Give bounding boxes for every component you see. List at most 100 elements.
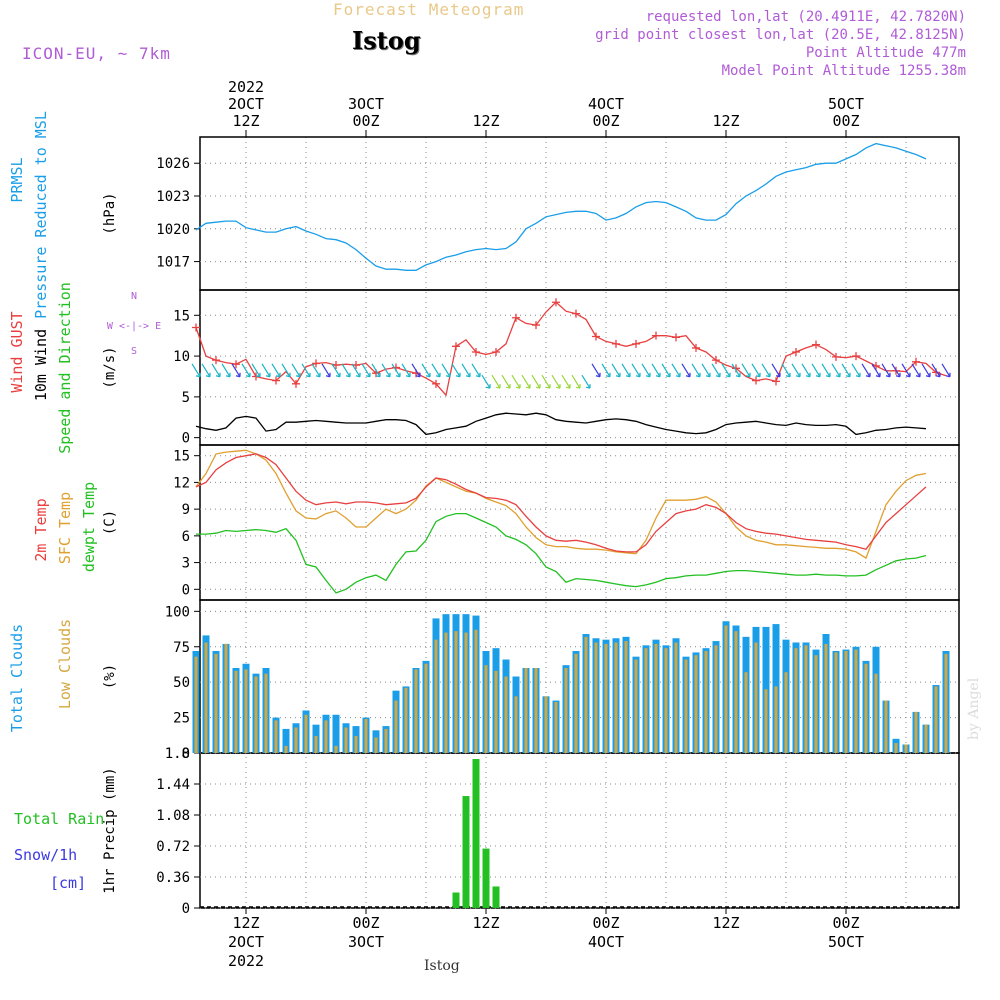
footer-location: Istog [424,958,460,974]
top-time-label-hour: 12Z [472,112,499,130]
low-cloud-bar [824,643,828,753]
model-label: ICON-EU, ~ 7km [22,44,171,63]
compass-north: N [131,291,137,302]
wind-direction-arrow [211,363,221,378]
rain-bar [472,759,480,908]
low-cloud-bar [454,631,458,753]
precip-y-tick-label: 0.36 [156,870,190,886]
low-cloud-bar [894,743,898,753]
model-altitude: Model Point Altitude 1255.38m [721,63,966,79]
requested-location: requested lon,lat (20.4911E, 42.7820N) [645,9,966,25]
clouds-y-tick-label: 0 [182,746,190,762]
low-cloud-bar [924,724,928,753]
wind-direction-arrow [601,363,611,378]
low-cloud-bar [304,714,308,753]
wind-direction-arrow [451,363,461,378]
wind-direction-arrow [441,363,451,378]
pressure-label-msl: Pressure Reduced to MSL [32,111,50,319]
low-cloud-bar [664,648,668,753]
low-cloud-bar [784,672,788,753]
wind-gust-marker [692,343,700,352]
low-cloud-bar [564,668,568,753]
wind-gust-marker [432,379,440,388]
wind-direction-arrow [541,374,551,389]
low-cloud-bar [624,641,628,753]
temperature-y-tick-label: 9 [182,502,190,518]
wind-direction-arrow [561,374,571,389]
wind-gust-marker [292,379,300,388]
pressure-line [195,142,927,271]
wind-direction-arrow [751,363,761,378]
low-cloud-bar [604,643,608,753]
low-cloud-bar [814,655,818,753]
wind-direction-arrow [741,363,751,378]
low-cloud-bar [514,696,518,753]
total-rain-label: Total Rain [14,810,104,828]
wind-direction-arrow [941,363,951,378]
low-cloud-bar [234,670,238,753]
low-cloud-bar [884,700,888,753]
snow-unit-label: [cm] [50,874,86,892]
wind-direction-arrow [721,363,731,378]
wind-direction-arrow [281,363,291,378]
pressure-y-tick-label: 1026 [156,156,190,172]
pressure-y-tick-label: 1023 [156,189,190,205]
wind-gust-line [195,301,947,397]
low-cloud-bar [494,670,498,753]
wind-direction-arrow [271,363,281,378]
wind-direction-arrow [241,363,251,378]
wind-direction-arrow [221,363,231,378]
wind-direction-arrow [631,363,641,378]
low-cloud-bar [364,719,368,753]
wind-direction-arrow [641,363,651,378]
wind-direction-arrow [661,363,671,378]
wind-gust-marker [832,352,840,361]
wind-gust-marker [752,376,760,385]
wind-direction-arrow [321,363,331,378]
wind-direction-arrow [191,363,201,378]
2m-temp-line [195,453,927,553]
wind-gust-marker [492,348,500,356]
low-cloud-bar [764,689,768,753]
precip-y-tick-label: 0.72 [156,839,190,855]
bottom-time-label-date: 4OCT [588,933,624,951]
wind-direction-arrow [491,374,501,389]
wind-direction-arrow [431,363,441,378]
total-cloud-bar [282,728,290,753]
bottom-time-label-hour: 00Z [832,914,859,932]
low-cloud-bar [404,687,408,753]
low-cloud-bar [864,663,868,753]
bottom-time-label-date: 2OCT [228,933,264,951]
top-time-label-date: 5OCT [828,95,864,113]
temperature-y-tick-label: 15 [173,449,190,465]
wind-direction-arrow [511,374,521,389]
wind-gust-marker [232,360,240,369]
wind-speed-line [195,412,927,436]
wind-direction-arrow [341,363,351,378]
bottom-time-label-hour: 00Z [592,914,619,932]
bottom-time-label-date: 3OCT [348,933,384,951]
wind-y-tick-label: 5 [182,390,190,406]
low-cloud-bar [644,648,648,753]
low-cloud-bar [724,625,728,753]
wind-gust-marker [452,342,460,351]
precip-frame [199,752,960,909]
wind-direction-arrow [841,363,851,378]
low-cloud-bar [874,673,878,753]
low-cloud-bar [224,643,228,753]
top-time-label-hour: 00Z [352,112,379,130]
top-time-label-hour: 12Z [712,112,739,130]
wind-direction-arrow [251,363,261,378]
compass-south: S [131,346,137,357]
low-cloud-bar [524,668,528,753]
wind-speed-direction-label: Speed and Direction [56,282,74,454]
chart-supertitle: Forecast Meteogram [333,0,525,19]
wind-direction-arrow [231,363,241,378]
bottom-time-label-hour: 12Z [232,914,259,932]
wind-gust-marker [772,377,780,386]
wind-direction-arrow [901,363,911,378]
wind-gust-marker [672,333,680,342]
top-time-label-date: 4OCT [588,95,624,113]
low-cloud-bar [484,665,488,753]
wind-direction-arrow [881,363,891,378]
